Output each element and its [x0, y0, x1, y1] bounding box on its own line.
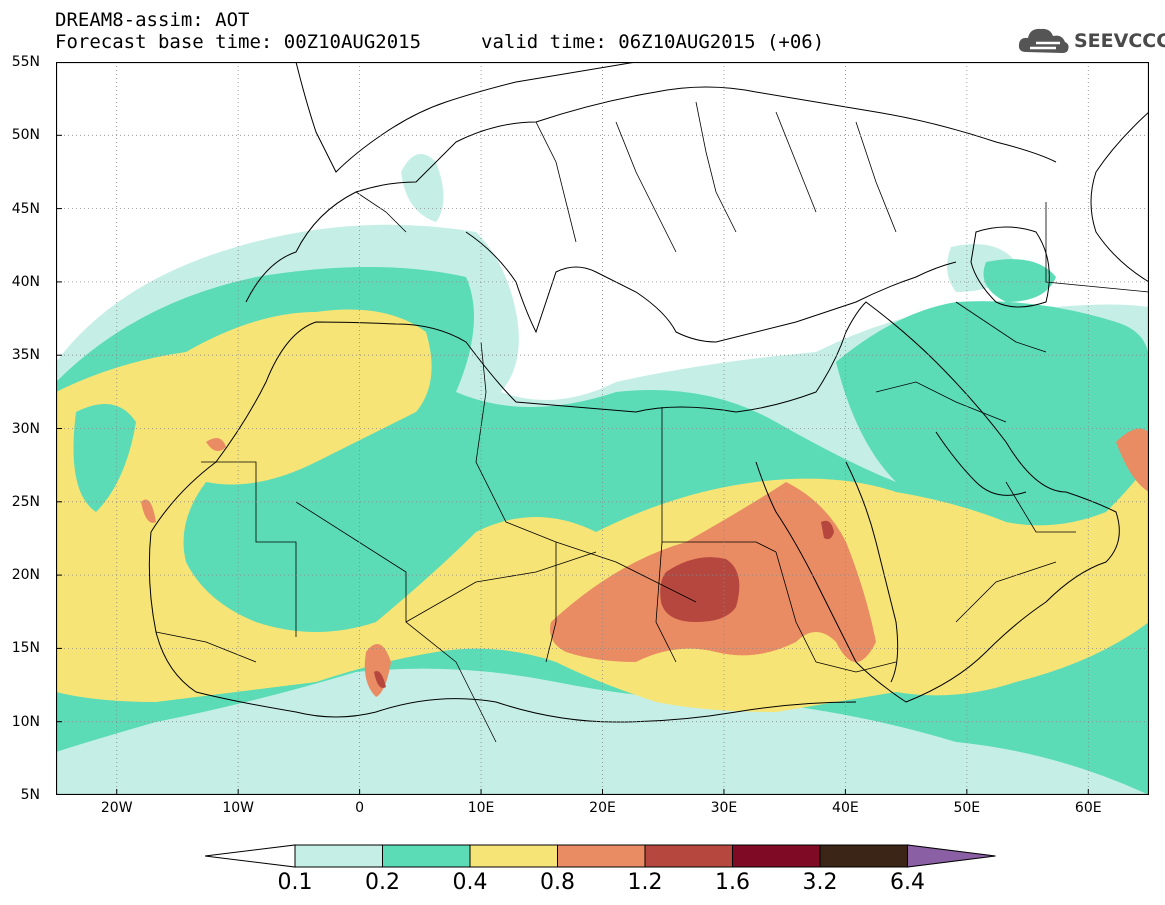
coastlines	[148, 62, 1149, 723]
lat-label: 35N	[11, 347, 40, 364]
aot-band-0.4	[56, 309, 1149, 712]
logo-text: SEEVCCC	[1074, 30, 1165, 52]
lat-label: 40N	[11, 273, 40, 290]
lon-label: 20E	[589, 800, 616, 816]
lat-label: 5N	[20, 787, 40, 803]
seevccc-logo: SEEVCCC	[1016, 22, 1165, 58]
colorbar-cell	[732, 844, 821, 868]
colorbar-cell	[644, 844, 733, 868]
lon-label: 20W	[100, 800, 133, 816]
colorbar-label: 1.6	[715, 870, 750, 895]
axis-ticks	[56, 62, 1089, 795]
colorbar-label: 3.2	[802, 870, 838, 895]
country-borders	[155, 101, 1149, 743]
colorbar-cell	[469, 844, 558, 868]
lon-label: 10W	[222, 800, 254, 816]
lon-label: 0	[355, 800, 365, 816]
lat-label: 30N	[11, 420, 40, 437]
lon-label: 60E	[1074, 800, 1102, 816]
lon-label: 10E	[467, 800, 495, 816]
colorbar-cell	[819, 844, 908, 868]
forecast-base-time: Forecast base time: 00Z10AUG2015	[55, 31, 422, 53]
lat-label: 15N	[11, 640, 40, 657]
colorbar-label: 0.4	[452, 870, 488, 895]
colorbar-label: 6.4	[890, 870, 925, 895]
valid-time: valid time: 06Z10AUG2015 (+06)	[481, 31, 825, 53]
lat-label: 45N	[11, 200, 40, 217]
colorbar-label: 0.2	[365, 870, 400, 895]
colorbar-label: 1.2	[627, 870, 663, 895]
colorbar-cell	[557, 844, 646, 868]
lon-label: 30E	[710, 800, 738, 816]
colorbar-over-triangle	[907, 844, 996, 868]
colorbar-label: 0.1	[277, 870, 313, 895]
aot-band-1.2	[374, 520, 834, 688]
lat-label: 10N	[11, 713, 40, 730]
lon-label: 50E	[953, 800, 981, 816]
cloud-icon	[1018, 28, 1069, 53]
lat-label: 55N	[11, 54, 40, 70]
chart-title: DREAM8-assim: AOT	[55, 9, 250, 31]
aot-map	[56, 62, 1149, 795]
colorbar	[205, 844, 996, 868]
colorbar-cell	[294, 844, 383, 868]
colorbar-label: 0.8	[540, 870, 575, 895]
lat-label: 20N	[11, 567, 40, 584]
colorbar-under-triangle	[205, 844, 296, 868]
colorbar-cell	[382, 844, 471, 868]
lon-label: 40E	[832, 800, 859, 816]
lat-label: 25N	[11, 493, 40, 510]
lat-label: 50N	[11, 127, 40, 144]
